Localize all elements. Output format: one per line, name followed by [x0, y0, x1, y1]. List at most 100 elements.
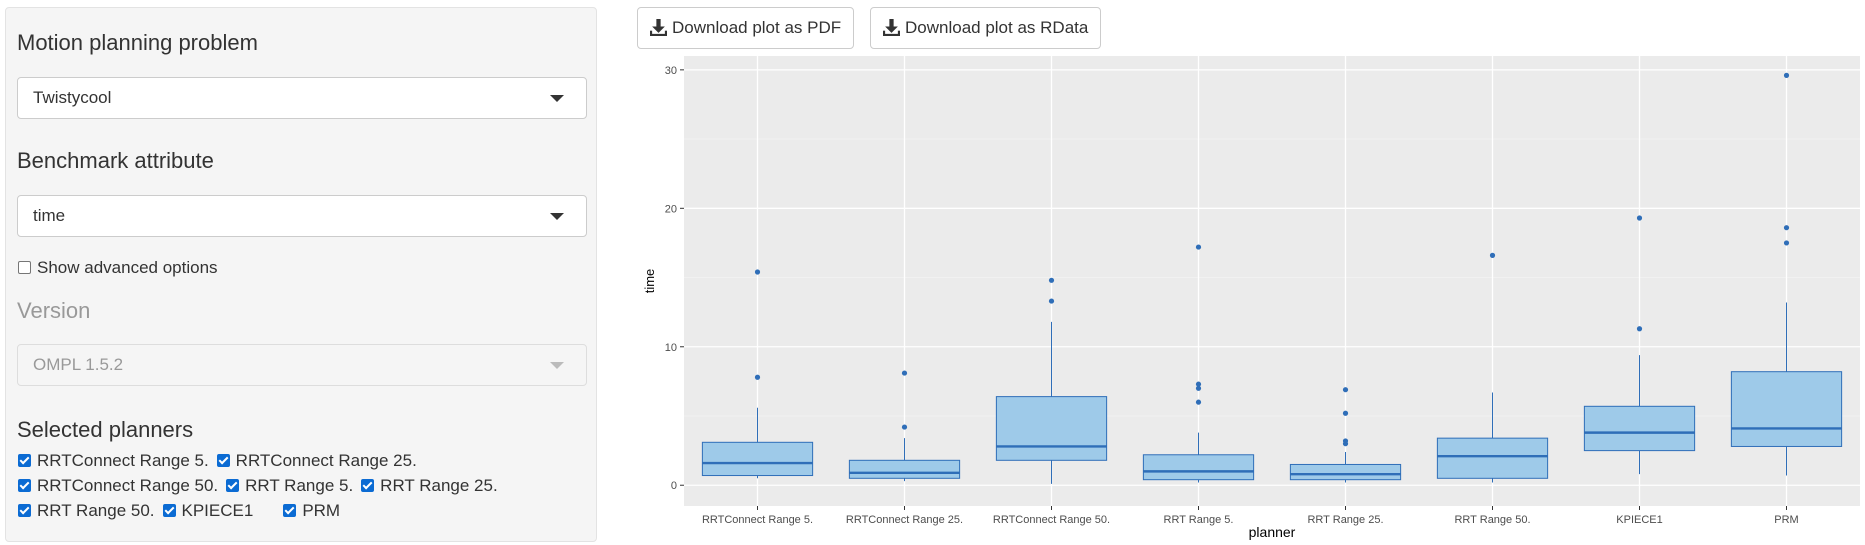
planner-option[interactable]: KPIECE1 [162, 501, 254, 521]
box-layer [701, 72, 1843, 484]
planner-label: KPIECE1 [181, 501, 254, 520]
x-tick-label: RRT Range 25. [1307, 514, 1383, 526]
x-tick-label: RRT Range 5. [1164, 514, 1234, 526]
planner-label: RRTConnect Range 5. [37, 451, 209, 470]
x-tick-label: KPIECE1 [1616, 514, 1662, 526]
download-pdf-button[interactable]: Download plot as PDF [637, 7, 855, 49]
box-iqr [848, 459, 961, 479]
outlier-point [754, 269, 761, 275]
problem-label: Motion planning problem [17, 30, 258, 55]
planner-row: RRTConnect Range 50. RRT Range 5. RRT Rang… [18, 476, 506, 496]
planner-checkbox[interactable] [216, 454, 230, 467]
x-tick-label: RRTConnect Range 5. [702, 514, 813, 526]
planner-option[interactable]: PRM [283, 501, 340, 521]
outlier-point [1783, 72, 1790, 78]
outlier-point [901, 424, 908, 430]
download-rdata-label: Download plot as RData [905, 18, 1089, 37]
advanced-options-toggle[interactable]: Show advanced options [18, 258, 218, 278]
x-tick-label: RRT Range 50. [1454, 514, 1530, 526]
y-axis-title: time [642, 269, 657, 294]
planner-checkbox[interactable] [361, 479, 375, 492]
y-axis: 0 10 20 30 [665, 65, 684, 492]
planner-checkbox[interactable] [226, 479, 240, 492]
planner-option[interactable]: RRTConnect Range 5. [18, 451, 209, 471]
box-iqr [1436, 437, 1549, 479]
outlier-point [1636, 326, 1643, 332]
planner-checkbox[interactable] [162, 504, 176, 517]
planner-label: RRT Range 25. [380, 476, 498, 495]
planner-checkbox[interactable] [18, 479, 31, 492]
y-tick-label: 20 [665, 203, 677, 215]
version-label: Version [17, 298, 91, 323]
outlier-point [1783, 240, 1790, 246]
y-tick-label: 30 [665, 65, 677, 77]
planner-label: RRT Range 5. [245, 476, 354, 495]
planner-option[interactable]: RRT Range 5. [226, 476, 353, 496]
y-tick-label: 0 [671, 480, 677, 492]
planner-label: RRTConnect Range 25. [235, 451, 417, 470]
x-axis: RRTConnect Range 5. RRTConnect Range 25. R… [702, 506, 1799, 526]
planner-option[interactable]: RRTConnect Range 25. [216, 451, 417, 471]
outlier-point [1342, 387, 1349, 393]
advanced-options-label: Show advanced options [37, 258, 218, 277]
attribute-select-value: time [33, 206, 66, 225]
version-select: OMPL 1.5.2 [17, 344, 587, 386]
planner-checkbox[interactable] [18, 454, 31, 467]
sidebar-panel: Motion planning problem Twistycool Bench… [5, 7, 597, 542]
outlier-point [1048, 277, 1055, 283]
box-8 [1730, 72, 1843, 476]
outlier-point [1195, 244, 1202, 250]
planner-option[interactable]: RRT Range 25. [361, 476, 498, 496]
box-2 [848, 370, 961, 482]
box-iqr [995, 396, 1108, 461]
problem-select-value: Twistycool [33, 88, 112, 107]
planner-option[interactable]: RRT Range 50. [18, 501, 155, 521]
attribute-select[interactable]: time [17, 195, 587, 237]
x-axis-title: planner [1249, 524, 1296, 540]
outlier-point [1342, 410, 1349, 416]
download-icon [883, 19, 900, 36]
box-4 [1142, 244, 1255, 483]
attribute-label: Benchmark attribute [17, 148, 214, 173]
x-tick-label: RRTConnect Range 25. [846, 514, 963, 526]
planner-row: RRTConnect Range 5. RRTConnect Range 25. [18, 451, 425, 471]
box-iqr [1583, 405, 1696, 452]
planner-label: RRTConnect Range 50. [37, 476, 219, 495]
planner-label: PRM [302, 501, 341, 520]
chevron-down-icon [550, 95, 564, 102]
outlier-point [754, 374, 761, 380]
planner-row: RRT Range 50. KPIECE1 PRM [18, 501, 348, 521]
planner-checkbox[interactable] [18, 504, 31, 517]
outlier-point [1783, 225, 1790, 231]
outlier-point [1195, 381, 1202, 387]
advanced-options-checkbox[interactable] [18, 261, 31, 274]
box-iqr [1142, 454, 1255, 481]
planner-option[interactable]: RRTConnect Range 50. [18, 476, 218, 496]
problem-select[interactable]: Twistycool [17, 77, 587, 119]
box-7 [1583, 215, 1696, 475]
outlier-point [1342, 438, 1349, 444]
version-select-value: OMPL 1.5.2 [33, 355, 124, 374]
box-1 [701, 269, 814, 479]
outlier-point [901, 370, 908, 376]
box-6 [1436, 252, 1549, 483]
box-iqr [1730, 371, 1843, 447]
outlier-point [1636, 215, 1643, 221]
outlier-point [1489, 252, 1496, 258]
y-tick-label: 10 [665, 342, 677, 354]
x-tick-label: PRM [1774, 514, 1798, 526]
outlier-point [1048, 298, 1055, 304]
box-iqr [701, 441, 814, 477]
chevron-down-icon [550, 362, 564, 369]
download-pdf-label: Download plot as PDF [672, 18, 842, 37]
box-5 [1289, 387, 1402, 483]
download-rdata-button[interactable]: Download plot as RData [870, 7, 1102, 49]
planner-checkbox[interactable] [283, 504, 297, 517]
box-iqr [1289, 463, 1402, 481]
outlier-point [1195, 399, 1202, 405]
download-icon [650, 19, 667, 36]
outlier-point [1195, 385, 1202, 391]
planners-label: Selected planners [17, 417, 194, 442]
box-3 [995, 277, 1108, 484]
